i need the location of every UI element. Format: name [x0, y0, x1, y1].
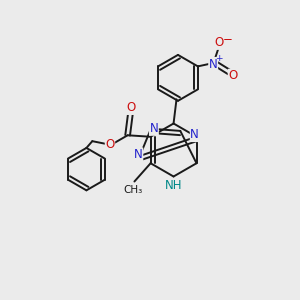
- Text: O: O: [214, 36, 224, 49]
- Text: N: N: [134, 148, 143, 161]
- Text: NH: NH: [165, 179, 182, 192]
- Text: O: O: [105, 138, 115, 151]
- Text: N: N: [209, 58, 218, 70]
- Text: O: O: [126, 101, 135, 114]
- Text: O: O: [228, 69, 238, 82]
- Text: CH₃: CH₃: [123, 185, 142, 195]
- Text: N: N: [190, 128, 199, 142]
- Text: N: N: [149, 122, 158, 135]
- Text: −: −: [222, 33, 232, 46]
- Text: +: +: [215, 54, 222, 63]
